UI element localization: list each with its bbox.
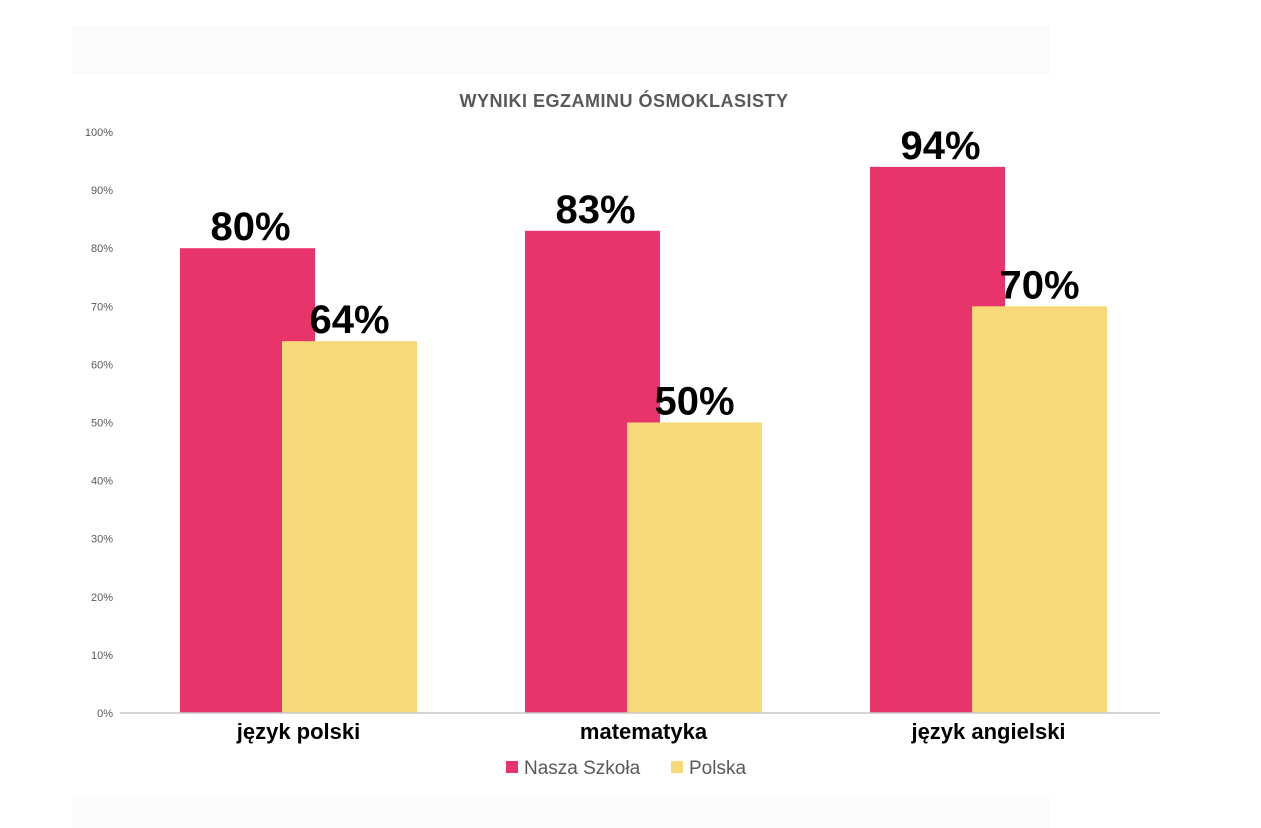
chart-title: WYNIKI EGZAMINU ÓSMOKLASISTY	[460, 90, 789, 111]
y-tick-label: 90%	[91, 185, 113, 197]
bar-polska	[282, 341, 417, 713]
chart-bottom-band	[72, 796, 1050, 828]
y-tick-label: 50%	[91, 418, 113, 430]
y-tick-label: 10%	[91, 650, 113, 662]
legend-swatch	[506, 761, 518, 773]
x-tick-label: matematyka	[580, 719, 708, 744]
bar-polska	[627, 422, 762, 713]
y-tick-label: 40%	[91, 476, 113, 488]
y-tick-label: 60%	[91, 359, 113, 371]
y-tick-label: 80%	[91, 243, 113, 255]
data-label: 83%	[555, 188, 635, 232]
x-tick-label: język polski	[236, 719, 361, 744]
y-tick-label: 0%	[97, 708, 113, 720]
y-tick-label: 30%	[91, 534, 113, 546]
x-tick-label: język angielski	[910, 719, 1065, 744]
data-label: 94%	[900, 124, 980, 168]
data-label: 80%	[210, 205, 290, 249]
y-tick-label: 70%	[91, 301, 113, 313]
data-label: 64%	[309, 298, 389, 342]
chart-top-band	[72, 26, 1050, 74]
bar-polska	[972, 306, 1107, 713]
data-label: 50%	[654, 380, 734, 424]
y-axis: 0% 10% 20% 30% 40% 50% 60% 70% 80% 90% 100%	[85, 127, 113, 720]
legend: Nasza Szkoła Polska	[506, 758, 746, 779]
legend-label: Polska	[689, 758, 746, 779]
y-tick-label: 20%	[91, 592, 113, 604]
bars-group: 80% 64% 83% 50% 94% 70%	[180, 124, 1107, 714]
x-axis: język polski matematyka język angielski	[236, 719, 1066, 744]
data-label: 70%	[999, 263, 1079, 307]
legend-label: Nasza Szkoła	[524, 758, 641, 779]
legend-swatch	[671, 761, 683, 773]
y-tick-label: 100%	[85, 127, 113, 139]
